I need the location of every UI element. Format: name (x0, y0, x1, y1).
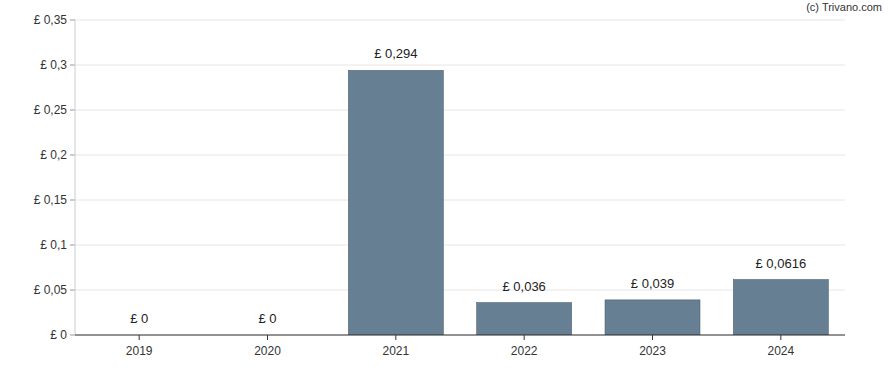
y-axis (75, 20, 76, 335)
x-tick (139, 335, 140, 340)
grid-line (75, 65, 845, 66)
data-label: £ 0,036 (502, 279, 545, 294)
grid-line (75, 20, 845, 21)
bars (348, 70, 828, 335)
grid-line (75, 110, 845, 111)
y-tick (70, 20, 75, 21)
x-tick-label: 2020 (254, 344, 281, 358)
x-axis (75, 335, 845, 336)
y-tick (70, 110, 75, 111)
y-tick (70, 290, 75, 291)
grid-line (75, 200, 845, 201)
data-label: £ 0 (258, 311, 276, 326)
y-tick-label: £ 0,2 (40, 148, 67, 162)
y-tick (70, 335, 75, 336)
bar (605, 300, 700, 335)
grid-line (75, 155, 845, 156)
x-tick (267, 335, 268, 340)
bar (733, 280, 828, 335)
grid-line (75, 335, 845, 336)
y-tick (70, 200, 75, 201)
y-tick (70, 155, 75, 156)
y-tick-label: £ 0 (50, 328, 67, 342)
x-tick (395, 335, 396, 340)
x-tick (524, 335, 525, 340)
grid-line (75, 290, 845, 291)
y-tick-label: £ 0,3 (40, 58, 67, 72)
grid-line (75, 245, 845, 246)
x-tick-label: 2021 (382, 344, 409, 358)
y-tick (70, 65, 75, 66)
x-tick-label: 2019 (126, 344, 153, 358)
x-tick-label: 2022 (511, 344, 538, 358)
chart: £ 0 £ 0,05 £ 0,1 £ 0,15 £ 0,2 £ 0,25 £ 0,3 £ 0,… (0, 0, 888, 370)
y-tick-label: £ 0,15 (34, 193, 68, 207)
data-label: £ 0,294 (374, 46, 417, 61)
x-tick (652, 335, 653, 340)
data-label: £ 0,039 (631, 276, 674, 291)
y-tick (70, 245, 75, 246)
bar (477, 303, 572, 335)
x-tick (780, 335, 781, 340)
y-tick-label: £ 0,25 (34, 103, 68, 117)
data-label: £ 0 (130, 311, 148, 326)
y-tick-label: £ 0,35 (34, 13, 68, 27)
data-label: £ 0,0616 (756, 256, 807, 271)
y-tick-label: £ 0,1 (40, 238, 67, 252)
bar (348, 70, 443, 335)
x-tick-label: 2024 (767, 344, 794, 358)
x-tick-label: 2023 (639, 344, 666, 358)
credit: (c) Trivano.com (806, 1, 882, 13)
y-tick-label: £ 0,05 (34, 283, 68, 297)
